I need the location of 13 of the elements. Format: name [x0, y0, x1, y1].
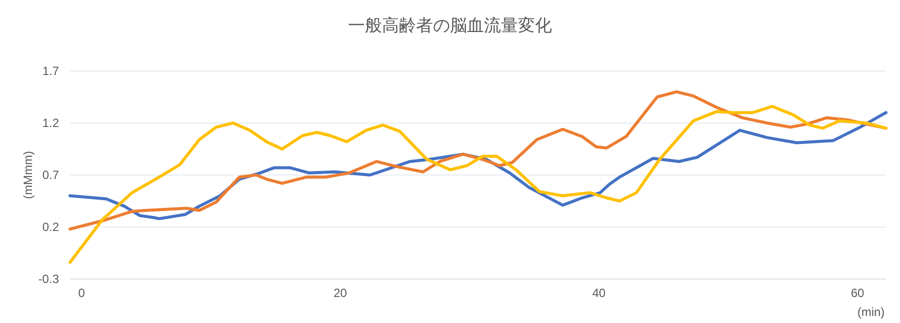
x-axis-title: (min) — [857, 305, 885, 319]
x-tick-label: 20 — [334, 286, 348, 300]
y-tick-label: -0.3 — [38, 272, 60, 286]
y-tick-label: 1.2 — [42, 116, 60, 130]
y-tick-label: 0.2 — [42, 220, 60, 234]
x-tick-label: 40 — [592, 286, 606, 300]
y-tick-label: 0.7 — [42, 168, 60, 182]
y-tick-label: 1.7 — [42, 64, 60, 78]
chart-title: 一般高齢者の脳血流量変化 — [348, 16, 552, 35]
x-tick-label: 60 — [850, 286, 865, 300]
y-axis-title: (mMmm) — [21, 151, 35, 199]
line-series — [68, 104, 888, 264]
x-tick-label: 0 — [78, 286, 86, 300]
